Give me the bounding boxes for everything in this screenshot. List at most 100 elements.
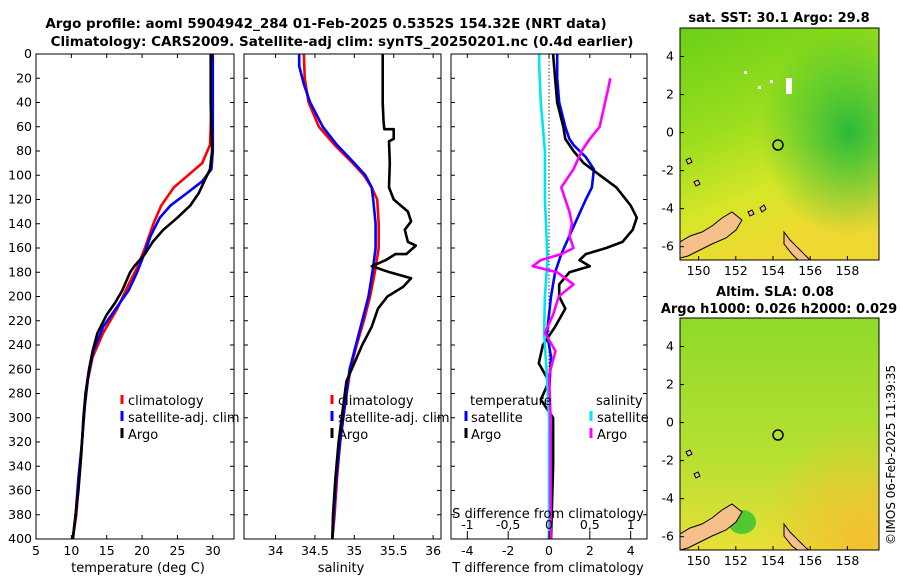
y-tick-label: 200 — [8, 289, 32, 304]
map-x-tick-label: 156 — [798, 263, 822, 278]
difference-legend-temperature: temperature satellite Argo — [464, 394, 552, 443]
x-tick-label: 4 — [627, 543, 635, 558]
land-new-ireland — [783, 522, 810, 550]
y-tick-label: 100 — [8, 167, 32, 182]
map-y-tick-label: 0 — [666, 125, 674, 140]
y-tick-label: 320 — [8, 434, 32, 449]
series-line-argo — [71, 54, 214, 540]
map-x-tick-label: 150 — [687, 263, 711, 278]
map-y-tick-label: 4 — [666, 49, 674, 64]
y-tick-label: 280 — [8, 386, 32, 401]
x-top-tick-label: -1 — [461, 517, 473, 532]
sla-map — [680, 318, 879, 550]
y-tick-label: 20 — [16, 70, 32, 85]
x-tick-label: 36 — [425, 543, 441, 558]
legend-label-satellite: satellite-adj. clim — [128, 411, 240, 426]
y-tick-label: 240 — [8, 337, 32, 352]
x-tick-label: 15 — [99, 543, 115, 558]
sla-map-frame — [679, 317, 880, 551]
difference-panel: -4 -2 0 2 4 -1 -0,5 0 0,5 1 — [450, 53, 648, 558]
legend-label-s-satellite: satellite — [597, 411, 649, 426]
xlabel-salinity: salinity — [318, 561, 365, 576]
y-tick-label: 0 — [24, 46, 32, 61]
temperature-legend: climatology satellite-adj. clim Argo — [120, 394, 240, 443]
salinity-legend: climatology satellite-adj. clim Argo — [330, 394, 450, 443]
map-y-tick-label: -4 — [662, 491, 675, 506]
salinity-panel: 34 34.5 35 35.5 36 — [243, 53, 442, 558]
sst-map-title: sat. SST: 30.1 Argo: 29.8 — [688, 11, 869, 26]
x-tick-label: -2 — [502, 543, 514, 558]
y-tick-label: 360 — [8, 483, 32, 498]
map-x-tick-label: 158 — [835, 263, 859, 278]
x-tick-label: 0 — [545, 543, 553, 558]
y-tick-label: 60 — [16, 119, 32, 134]
x-tick-label: 5 — [32, 543, 40, 558]
y-tick-label: 300 — [8, 410, 32, 425]
argo-position-marker — [772, 429, 784, 441]
land-island — [685, 157, 693, 165]
argo-position-marker — [772, 139, 784, 151]
y-tick-label: 160 — [8, 240, 32, 255]
sla-map-title-line2: Argo h1000: 0.026 h2000: 0.029 — [661, 302, 897, 317]
land-island — [759, 204, 767, 213]
map-x-tick-label: 152 — [724, 553, 748, 568]
figure-title-line1: Argo profile: aoml 5904942_284 01-Feb-20… — [45, 16, 606, 32]
x-tick-label: 35 — [346, 543, 362, 558]
map-x-tick-label: 154 — [761, 553, 785, 568]
legend-label-s-argo: Argo — [597, 428, 627, 443]
map-y-tick-label: 2 — [666, 87, 674, 102]
y-tick-label: 340 — [8, 458, 32, 473]
legend-title-temperature: temperature — [470, 394, 552, 409]
map-x-tick-label: 150 — [687, 553, 711, 568]
map-y-tick-label: -4 — [662, 201, 675, 216]
sst-missing-pixel — [744, 71, 747, 74]
x-tick-label: -4 — [461, 543, 474, 558]
land-island — [693, 471, 701, 479]
land-island — [685, 449, 693, 457]
xlabel-temperature: temperature (deg C) — [71, 561, 205, 576]
figure-title-line2: Climatology: CARS2009. Satellite-adj cli… — [51, 34, 634, 50]
sst-missing-pixel — [770, 80, 773, 83]
x-top-tick-label: 0,5 — [580, 517, 600, 532]
axes-frame — [35, 53, 235, 540]
sst-missing-pixel — [758, 86, 761, 89]
map-x-tick-label: 156 — [798, 553, 822, 568]
sst-map — [680, 28, 879, 260]
map-y-tick-label: -6 — [662, 529, 675, 544]
legend-title-salinity: salinity — [596, 394, 643, 409]
series-line-argo — [331, 54, 418, 540]
y-tick-label: 380 — [8, 507, 32, 522]
map-y-tick-label: -2 — [662, 163, 674, 178]
axes-frame — [243, 53, 442, 540]
land-island — [747, 209, 755, 217]
map-y-tick-label: 0 — [666, 415, 674, 430]
sla-map-ticks: 150 152 154 156 158 4 2 0 -2 -4 -6 — [662, 339, 860, 568]
x-tick-label: 30 — [205, 543, 221, 558]
x-top-tick-label: 1 — [627, 517, 635, 532]
legend-label-climatology: climatology — [338, 394, 414, 409]
map-y-tick-label: 2 — [666, 377, 674, 392]
map-y-tick-label: -2 — [662, 453, 674, 468]
xlabel-t-difference: T difference from climatology — [451, 561, 644, 576]
series-line-s-satellite — [537, 54, 551, 539]
land-island — [693, 179, 701, 187]
y-tick-label: 220 — [8, 313, 32, 328]
legend-label-argo: Argo — [338, 428, 368, 443]
map-x-tick-label: 152 — [724, 263, 748, 278]
sla-map-title-line1: Altim. SLA: 0.08 — [716, 285, 834, 300]
x-tick-label: 10 — [63, 543, 79, 558]
map-y-tick-label: -6 — [662, 239, 675, 254]
x-tick-label: 34 — [268, 543, 284, 558]
y-tick-label: 120 — [8, 192, 32, 207]
x-tick-label: 35.5 — [380, 543, 408, 558]
x-tick-label: 34.5 — [301, 543, 329, 558]
legend-label-t-argo: Argo — [471, 428, 501, 443]
series-line-satellite-adj-clim — [297, 54, 377, 540]
y-tick-label: 260 — [8, 361, 32, 376]
legend-label-argo: Argo — [128, 428, 158, 443]
temperature-panel: 5 10 15 20 25 3002040608010012014016018020022… — [8, 46, 235, 558]
series-line-t-argo — [537, 53, 639, 540]
sst-warm-patch — [680, 28, 879, 260]
sst-map-ticks: 150 152 154 156 158 4 2 0 -2 -4 -6 — [662, 49, 860, 278]
